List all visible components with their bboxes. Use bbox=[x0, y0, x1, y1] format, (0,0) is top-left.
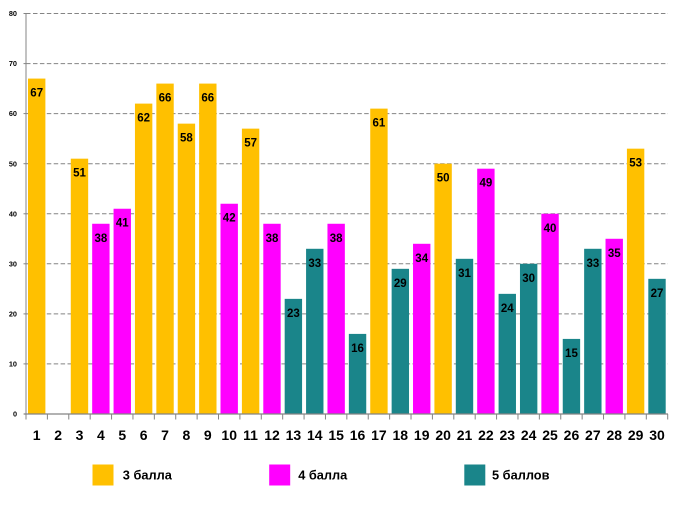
svg-text:20: 20 bbox=[9, 310, 17, 319]
svg-text:66: 66 bbox=[159, 93, 172, 105]
svg-text:23: 23 bbox=[499, 427, 515, 443]
svg-text:5 баллов: 5 баллов bbox=[492, 467, 550, 482]
svg-text:57: 57 bbox=[244, 138, 257, 150]
svg-text:51: 51 bbox=[73, 168, 86, 180]
svg-text:17: 17 bbox=[371, 427, 387, 443]
svg-text:1: 1 bbox=[33, 427, 41, 443]
svg-text:33: 33 bbox=[586, 258, 599, 270]
svg-text:3: 3 bbox=[76, 427, 84, 443]
svg-text:23: 23 bbox=[287, 308, 300, 320]
svg-text:29: 29 bbox=[628, 427, 644, 443]
svg-text:14: 14 bbox=[307, 427, 323, 443]
svg-text:20: 20 bbox=[435, 427, 451, 443]
svg-text:50: 50 bbox=[9, 159, 17, 168]
svg-text:70: 70 bbox=[9, 59, 17, 68]
svg-text:16: 16 bbox=[350, 427, 366, 443]
svg-text:30: 30 bbox=[522, 273, 535, 285]
svg-text:38: 38 bbox=[266, 233, 279, 245]
svg-text:30: 30 bbox=[9, 259, 17, 268]
svg-text:13: 13 bbox=[286, 427, 302, 443]
svg-text:67: 67 bbox=[30, 88, 43, 100]
svg-text:15: 15 bbox=[565, 348, 578, 360]
svg-text:4: 4 bbox=[97, 427, 105, 443]
svg-text:49: 49 bbox=[479, 178, 492, 190]
svg-text:42: 42 bbox=[223, 213, 236, 225]
svg-text:80: 80 bbox=[9, 9, 17, 18]
svg-text:16: 16 bbox=[351, 343, 364, 355]
svg-text:3 балла: 3 балла bbox=[123, 467, 173, 482]
svg-text:22: 22 bbox=[478, 427, 494, 443]
svg-text:10: 10 bbox=[221, 427, 237, 443]
svg-text:34: 34 bbox=[415, 253, 428, 265]
svg-text:60: 60 bbox=[9, 109, 17, 118]
svg-text:29: 29 bbox=[394, 278, 407, 290]
svg-text:27: 27 bbox=[651, 288, 664, 300]
svg-text:53: 53 bbox=[629, 158, 642, 170]
svg-text:12: 12 bbox=[264, 427, 280, 443]
svg-text:2: 2 bbox=[54, 427, 62, 443]
svg-text:24: 24 bbox=[501, 303, 514, 315]
svg-text:7: 7 bbox=[161, 427, 169, 443]
svg-text:8: 8 bbox=[183, 427, 191, 443]
svg-text:9: 9 bbox=[204, 427, 212, 443]
svg-text:0: 0 bbox=[13, 410, 17, 419]
svg-text:50: 50 bbox=[437, 173, 450, 185]
svg-text:24: 24 bbox=[521, 427, 537, 443]
svg-text:5: 5 bbox=[118, 427, 126, 443]
svg-text:21: 21 bbox=[457, 427, 473, 443]
svg-text:15: 15 bbox=[328, 427, 344, 443]
svg-text:11: 11 bbox=[243, 427, 258, 443]
svg-text:40: 40 bbox=[9, 209, 17, 218]
svg-text:31: 31 bbox=[458, 268, 471, 280]
svg-text:27: 27 bbox=[585, 427, 601, 443]
svg-text:62: 62 bbox=[137, 113, 150, 125]
svg-text:25: 25 bbox=[542, 427, 558, 443]
svg-text:40: 40 bbox=[544, 223, 557, 235]
svg-text:4 балла: 4 балла bbox=[298, 467, 348, 482]
svg-text:6: 6 bbox=[140, 427, 148, 443]
svg-text:30: 30 bbox=[649, 427, 665, 443]
svg-text:33: 33 bbox=[308, 258, 321, 270]
svg-text:66: 66 bbox=[201, 93, 214, 105]
svg-text:10: 10 bbox=[9, 360, 17, 369]
svg-text:61: 61 bbox=[373, 118, 386, 130]
svg-text:38: 38 bbox=[94, 233, 107, 245]
svg-text:26: 26 bbox=[564, 427, 580, 443]
svg-text:35: 35 bbox=[608, 248, 621, 260]
svg-text:28: 28 bbox=[606, 427, 622, 443]
svg-text:58: 58 bbox=[180, 133, 193, 145]
svg-text:38: 38 bbox=[330, 233, 343, 245]
svg-text:18: 18 bbox=[393, 427, 409, 443]
svg-text:19: 19 bbox=[414, 427, 430, 443]
svg-text:41: 41 bbox=[116, 218, 129, 230]
